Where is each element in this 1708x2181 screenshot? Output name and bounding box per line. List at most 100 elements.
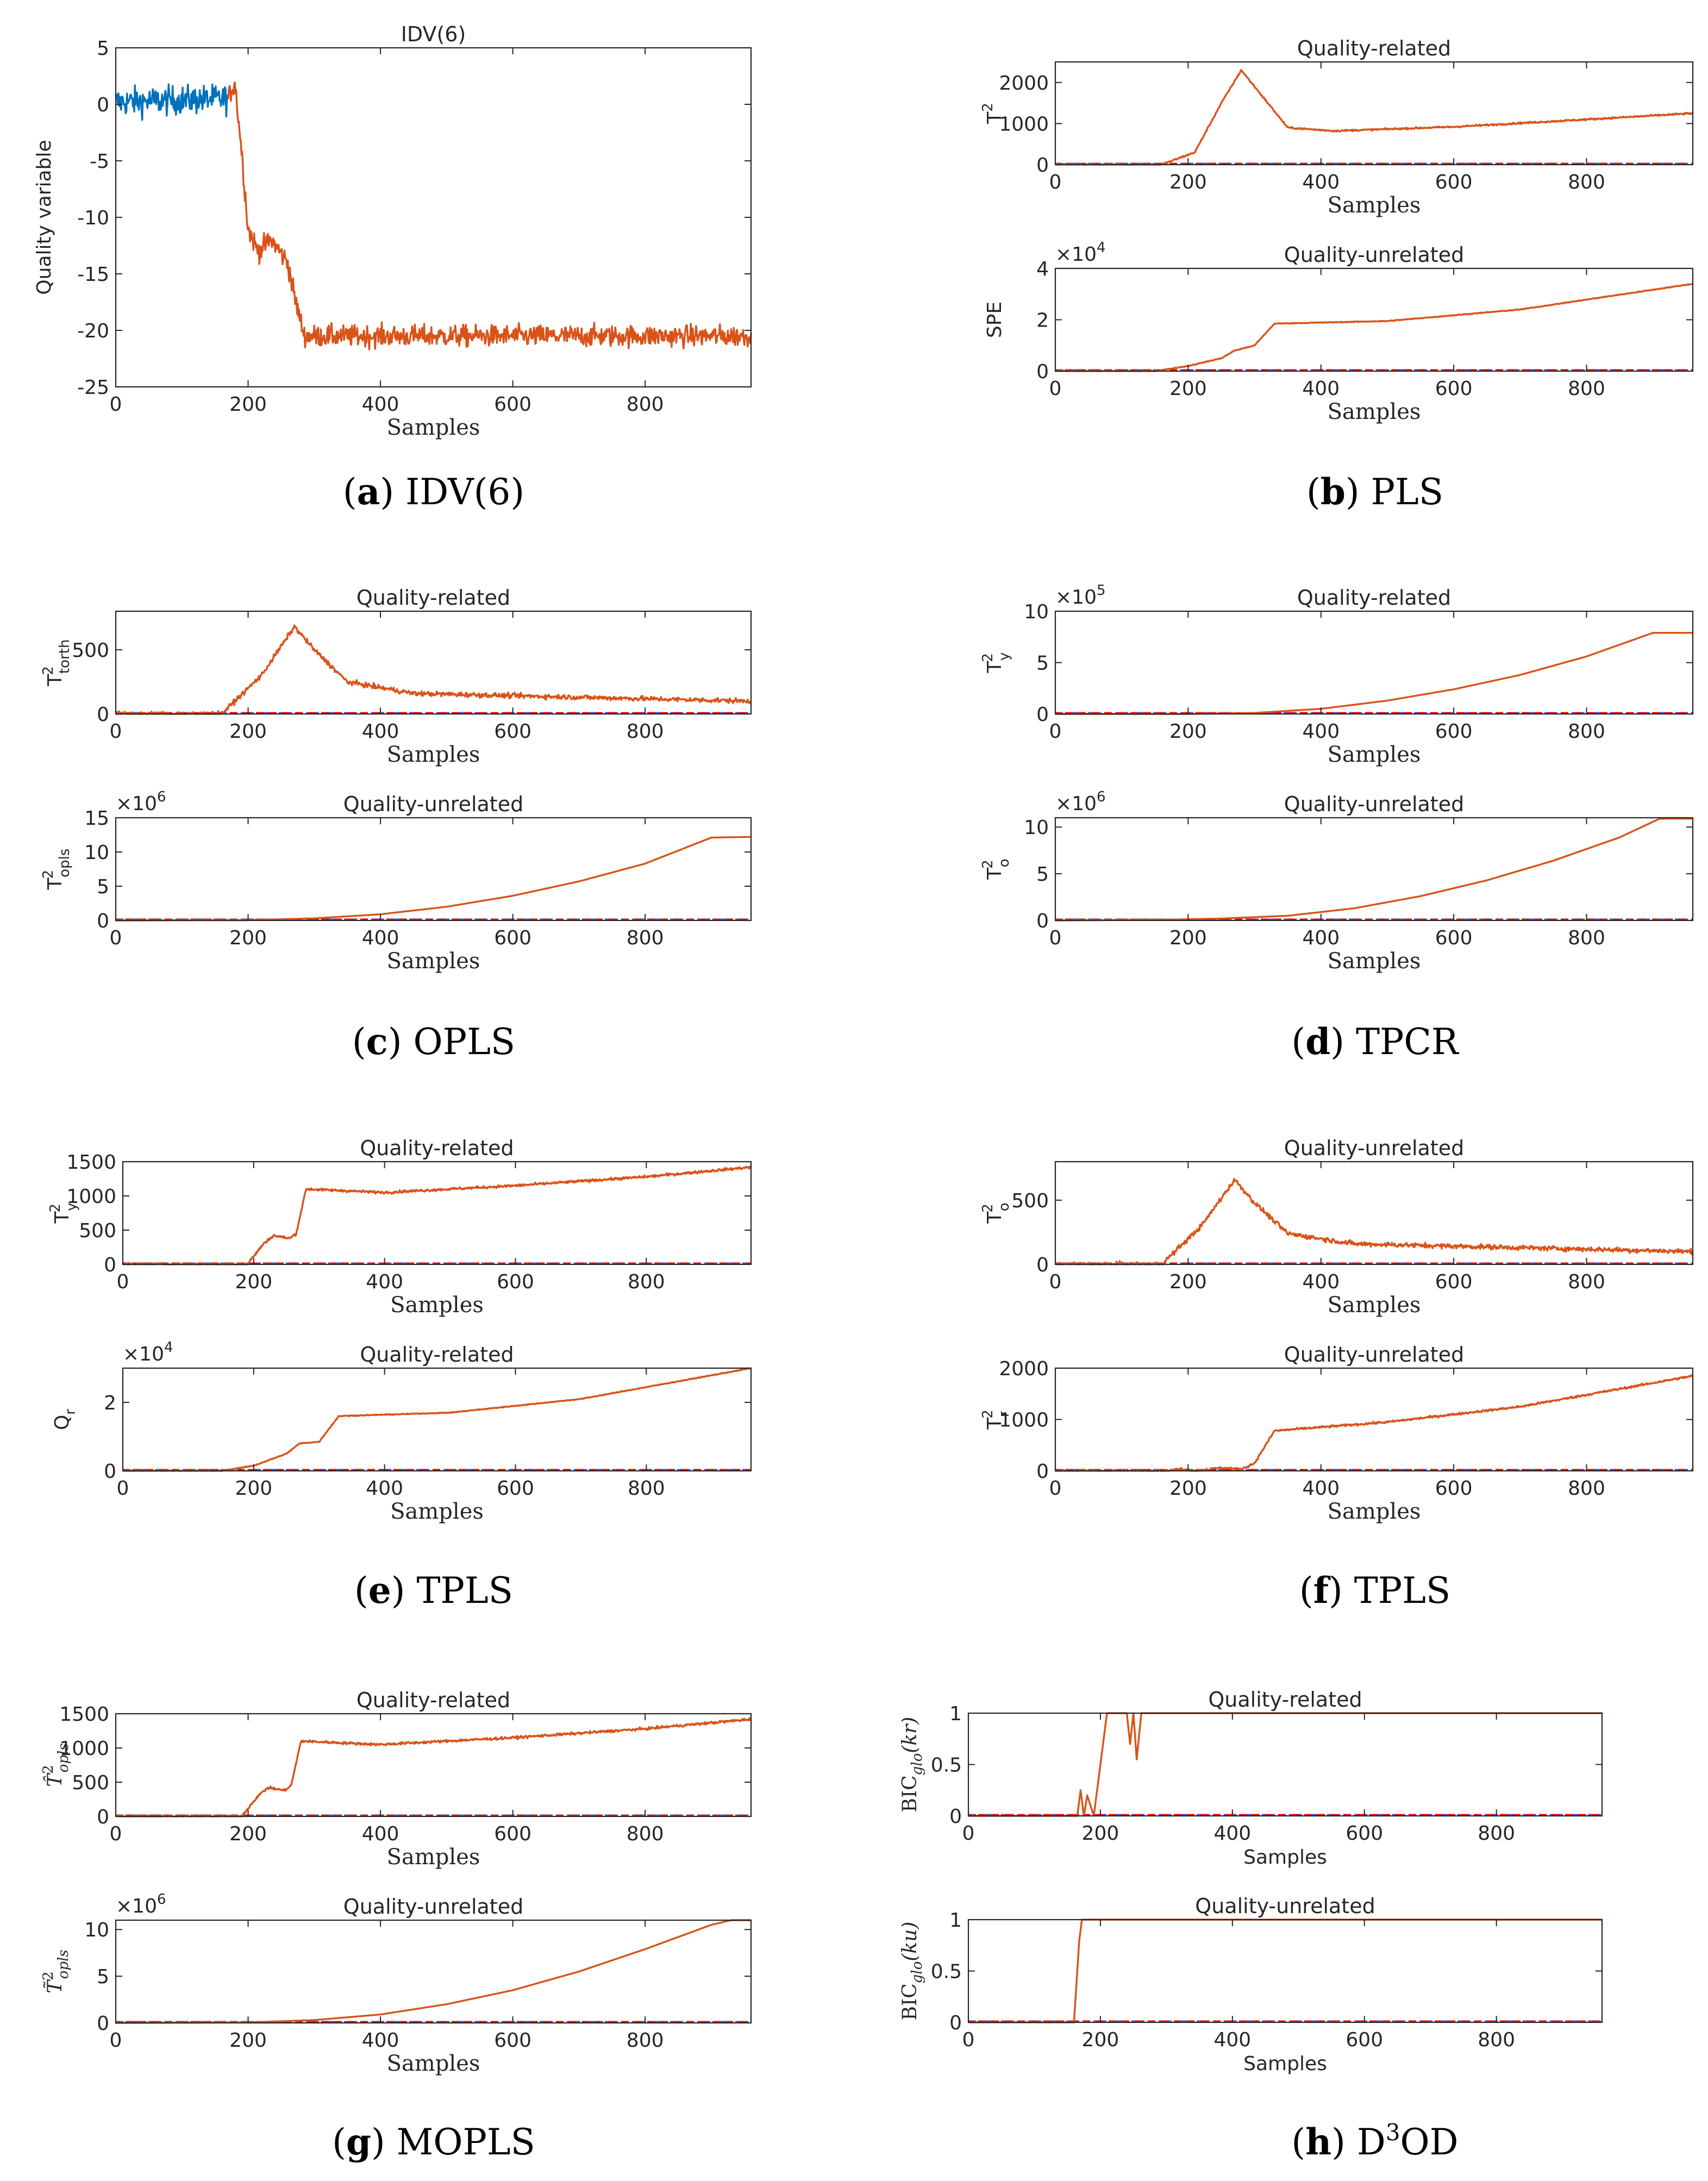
chart-title: Quality-related — [1297, 36, 1451, 60]
x-tick-label: 200 — [235, 1477, 272, 1500]
x-tick-label: 0 — [110, 1823, 122, 1845]
y-tick-label: 500 — [79, 1220, 116, 1242]
x-tick-label: 200 — [229, 720, 267, 743]
x-tick-label: 400 — [362, 1823, 399, 1845]
x-tick-label: 200 — [1169, 1477, 1207, 1500]
chart-h1: 0 200 400 600 800 0 0.5 1 Quality-related Samples… — [899, 1688, 1603, 1869]
chart-title: Quality-related — [360, 1136, 514, 1160]
y-tick-label: 2 — [104, 1392, 116, 1414]
x-axis-label: Samples — [387, 742, 480, 767]
x-axis-label: Samples — [1243, 1846, 1327, 1869]
chart-title: Quality-related — [360, 1343, 514, 1367]
chart-title: Quality-related — [1297, 586, 1451, 610]
y-axis-label: Qr — [51, 1409, 79, 1430]
x-tick-label: 0 — [1049, 720, 1062, 743]
chart-d2: 0 200 400 600 800 0 5 10 ×106 Quality-unrelated Sa… — [980, 789, 1694, 974]
chart-f1: 0 200 400 600 800 0 500 Quality-unrelated Sample… — [980, 1136, 1694, 1318]
y-tick-label: 0 — [97, 704, 109, 726]
y-tick-label: 500 — [72, 1772, 109, 1794]
x-tick-label: 400 — [362, 927, 399, 949]
y-tick-label: 2000 — [999, 1358, 1049, 1380]
x-tick-label: 200 — [1082, 2029, 1119, 2051]
x-tick-label: 800 — [627, 720, 664, 743]
x-tick-label: 600 — [1435, 378, 1473, 400]
caption-d: (d) TPCR — [1291, 1020, 1460, 1063]
caption-b: (b) PLS — [1306, 471, 1443, 513]
x-axis-label: Samples — [1243, 2053, 1327, 2075]
caption-f: (f) TPLS — [1299, 1569, 1450, 1612]
x-tick-label: 600 — [1435, 927, 1473, 949]
plot-area — [116, 1920, 751, 2023]
x-tick-label: 800 — [627, 393, 664, 416]
x-tick-label: 0 — [1049, 171, 1062, 193]
y-exponent: ×106 — [1055, 789, 1106, 815]
y-tick-label: 0 — [104, 1254, 116, 1276]
y-tick-label: 0 — [1036, 361, 1049, 383]
series-normal — [115, 83, 229, 121]
x-tick-label: 400 — [362, 2029, 399, 2052]
plot-frame — [1054, 1161, 1694, 1265]
plot-frame — [115, 1919, 752, 2024]
y-exponent: ×105 — [1055, 582, 1106, 609]
chart-title: Quality-unrelated — [1195, 1894, 1375, 1918]
y-tick-label: 5 — [1036, 653, 1049, 675]
y-exponent: ×106 — [116, 1891, 166, 1917]
plot-frame — [1054, 817, 1694, 922]
y-tick-label: 5 — [97, 37, 109, 60]
chart-title: Quality-related — [1208, 1688, 1362, 1712]
plot-area — [1055, 611, 1693, 714]
y-tick-label: 5 — [97, 876, 109, 898]
y-tick-label: 0 — [104, 1461, 116, 1483]
y-tick-label: 2000 — [999, 72, 1049, 95]
x-axis-label: Samples — [1328, 1293, 1421, 1318]
x-axis-label: Samples — [387, 1845, 480, 1870]
series-fault — [227, 81, 752, 350]
y-axis-label: BICglo(kr) — [899, 1717, 925, 1813]
chart-title: Quality-unrelated — [1284, 1136, 1464, 1160]
y-tick-label: 10 — [84, 1919, 109, 1941]
x-tick-label: 0 — [110, 720, 122, 743]
plot-area — [1055, 62, 1693, 165]
x-tick-label: 0 — [1049, 1477, 1062, 1500]
plot-area — [1055, 1368, 1693, 1471]
plot-frame — [122, 1161, 752, 1265]
chart-b2: 0 200 400 600 800 0 2 4 ×104 Quality-unrelated Sam… — [984, 240, 1694, 424]
caption-h: (h) D3OD — [1291, 2119, 1458, 2163]
plot-area — [1055, 268, 1693, 371]
plot-area — [1055, 1162, 1693, 1264]
caption-c: (c) OPLS — [352, 1020, 515, 1063]
x-tick-label: 800 — [1478, 2029, 1515, 2051]
x-tick-label: 400 — [1302, 1271, 1340, 1293]
x-tick-label: 0 — [117, 1477, 129, 1500]
x-tick-label: 800 — [1568, 378, 1605, 400]
x-tick-label: 200 — [229, 2029, 267, 2052]
x-tick-label: 0 — [962, 1822, 975, 1845]
x-tick-label: 400 — [1302, 1477, 1340, 1500]
x-tick-label: 400 — [362, 393, 399, 416]
chart-h2: 0 200 400 600 800 0 0.5 1 Quality-unrelated Sampl… — [899, 1894, 1603, 2075]
x-tick-label: 400 — [362, 720, 399, 743]
x-axis-label: Samples — [1328, 949, 1421, 974]
x-tick-label: 400 — [366, 1271, 403, 1293]
chart-title: Quality-unrelated — [343, 792, 523, 816]
caption-e: (e) TPLS — [354, 1569, 513, 1612]
x-tick-label: 800 — [627, 2029, 664, 2052]
y-axis-label: T2opls — [40, 849, 73, 891]
y-tick-label: 1000 — [999, 113, 1049, 135]
x-tick-label: 200 — [229, 393, 267, 416]
x-tick-label: 200 — [1169, 720, 1207, 743]
y-tick-label: 1000 — [59, 1738, 109, 1760]
x-tick-label: 600 — [1435, 720, 1473, 743]
x-tick-label: 200 — [1169, 927, 1207, 949]
x-tick-label: 200 — [229, 927, 267, 949]
y-tick-label: 0 — [97, 1806, 109, 1828]
chart-title: Quality-related — [356, 586, 510, 610]
x-tick-label: 800 — [628, 1271, 665, 1293]
chart-b1: 0 200 400 600 800 0 1000 2000 Quality-related Sam… — [980, 36, 1694, 218]
y-tick-label: 10 — [84, 842, 109, 864]
x-tick-label: 0 — [1049, 927, 1062, 949]
x-tick-label: 400 — [1213, 1822, 1251, 1845]
y-tick-label: 5 — [1036, 863, 1049, 886]
chart-c1: 0 200 400 600 800 0 500 Quality-related Samples T… — [40, 586, 752, 767]
y-tick-label: 1500 — [59, 1703, 109, 1726]
